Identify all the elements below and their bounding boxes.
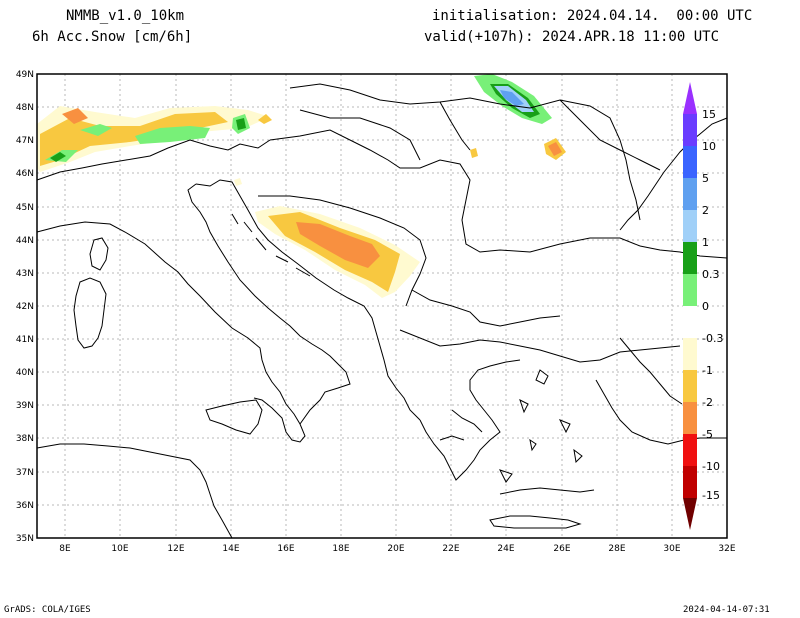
coastlines-borders [36, 83, 728, 539]
lon-label: 16E [277, 544, 294, 554]
lat-label: 44N [16, 236, 34, 246]
lat-label: 38N [16, 434, 34, 444]
lon-label: 28E [608, 544, 625, 554]
legend-swatch-m10 [683, 466, 697, 498]
legend-top-arrow [683, 82, 697, 114]
grid-lines [37, 74, 727, 538]
lat-label: 37N [16, 468, 34, 478]
legend-bottom-arrow [683, 498, 697, 530]
init-time: initialisation: 2024.04.14. 00:00 UTC [432, 8, 753, 24]
legend-label: -1 [702, 364, 713, 377]
lon-label: 26E [553, 544, 570, 554]
legend-label: 5 [702, 172, 709, 185]
lon-label: 12E [167, 544, 184, 554]
legend-swatch-m03 [683, 338, 697, 370]
map-frame [36, 73, 728, 539]
lon-label: 20E [387, 544, 404, 554]
legend-label: 1 [702, 236, 709, 249]
model-title: NMMB_v1.0_10km [66, 8, 185, 24]
lat-label: 35N [16, 534, 34, 544]
legend-label: -5 [702, 428, 713, 441]
lon-label: 14E [222, 544, 239, 554]
legend-label: -2 [702, 396, 713, 409]
legend-label: -10 [702, 460, 720, 473]
variable-title: 6h Acc.Snow [cm/6h] [32, 29, 193, 45]
legend-label: 0.3 [702, 268, 720, 281]
lat-label: 41N [16, 335, 34, 345]
lat-axis: 49N 48N 47N 46N 45N 44N 43N 42N 41N 40N … [16, 70, 34, 544]
lat-label: 49N [16, 70, 34, 80]
lon-label: 30E [663, 544, 680, 554]
legend-swatch-5 [683, 178, 697, 210]
lon-label: 22E [442, 544, 459, 554]
lat-label: 48N [16, 103, 34, 113]
legend-label: 0 [702, 300, 709, 313]
lat-label: 43N [16, 269, 34, 279]
lat-label: 42N [16, 302, 34, 312]
lon-label: 8E [59, 544, 71, 554]
legend-swatch-m1 [683, 370, 697, 402]
lon-label: 32E [718, 544, 735, 554]
legend-swatch-15 [683, 114, 697, 146]
legend-swatch-10 [683, 146, 697, 178]
lat-label: 40N [16, 368, 34, 378]
lat-label: 39N [16, 401, 34, 411]
legend-label: -15 [702, 489, 720, 502]
legend-swatch-03 [683, 274, 697, 306]
lat-label: 47N [16, 136, 34, 146]
footer-timestamp: 2024-04-14-07:31 [683, 605, 770, 615]
legend-label: -0.3 [702, 332, 723, 345]
lat-label: 46N [16, 169, 34, 179]
legend-swatch-1 [683, 242, 697, 274]
legend-swatch-2 [683, 210, 697, 242]
lon-label: 18E [332, 544, 349, 554]
legend-swatch-zero [683, 306, 697, 338]
lat-label: 36N [16, 501, 34, 511]
lat-label: 45N [16, 203, 34, 213]
lon-label: 24E [497, 544, 514, 554]
footer-credit: GrADS: COLA/IGES [4, 605, 91, 615]
snow-shading [37, 74, 566, 298]
lon-label: 10E [111, 544, 128, 554]
valid-time: valid(+107h): 2024.APR.18 11:00 UTC [424, 29, 720, 45]
legend-swatch-m5 [683, 434, 697, 466]
legend-label: 10 [702, 140, 716, 153]
legend-label: 2 [702, 204, 709, 217]
lon-axis: 8E 10E 12E 14E 16E 18E 20E 22E 24E 26E 2… [59, 544, 736, 554]
legend-label: 15 [702, 108, 716, 121]
legend-swatch-m2 [683, 402, 697, 434]
legend-colorbar [683, 82, 697, 530]
legend-labels: 15 10 5 2 1 0.3 0 -0.3 -1 -2 -5 -10 -15 [702, 108, 723, 502]
